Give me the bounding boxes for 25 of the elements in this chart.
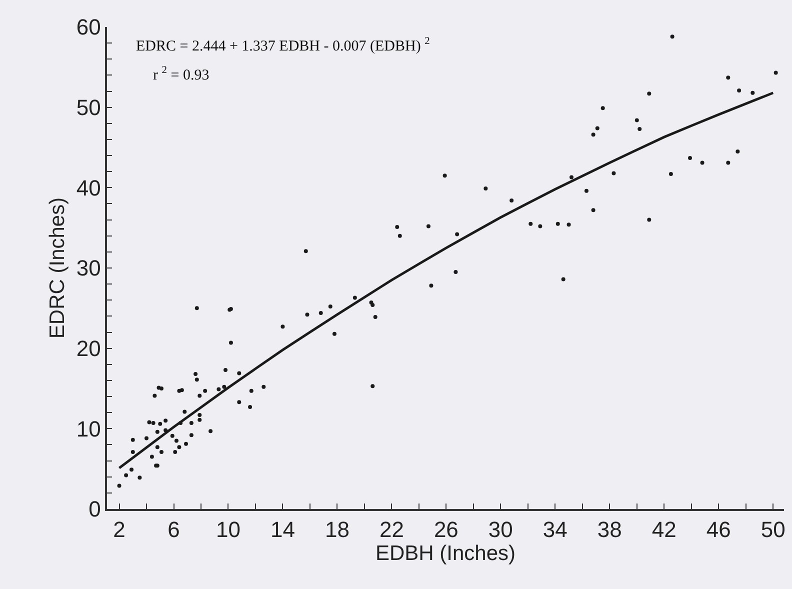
x-tick-label: 2 (113, 517, 126, 542)
x-tick-label: 50 (760, 517, 786, 542)
x-tick-label: 18 (324, 517, 350, 542)
y-tick-label: 40 (76, 175, 101, 200)
line-series (118, 92, 774, 470)
y-tick-label: 50 (76, 95, 101, 120)
x-axis-title: EDBH (Inches) (375, 542, 516, 566)
y-tick-label: 60 (76, 14, 101, 40)
x-tick-label: 14 (270, 517, 295, 542)
y-tick-label: 30 (76, 256, 101, 281)
x-tick-label: 46 (706, 517, 731, 542)
annotation: r $^{2}$ = 0.93 (153, 65, 210, 84)
y-tick-label: 10 (76, 416, 101, 442)
x-tick-label: 22 (379, 517, 404, 542)
y-tick-label: 0 (88, 496, 101, 522)
x-tick-label: 38 (597, 517, 622, 542)
x-tick-label: 6 (168, 517, 180, 542)
x-tick-label: 34 (542, 517, 568, 542)
x-tick-label: 42 (652, 517, 676, 542)
annotation: EDRC = 2.444 + 1.337 EDBH - 0.007 (EDBH) $^{2}$ (136, 36, 430, 54)
y-tick-label: 20 (76, 336, 101, 362)
x-tick-label: 10 (216, 517, 240, 542)
y-axis-title: EDRC (Inches) (46, 197, 70, 339)
x-tick-label: 26 (434, 517, 458, 542)
x-tick-label: 30 (488, 517, 513, 542)
